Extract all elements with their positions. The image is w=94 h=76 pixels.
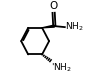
Text: O: O (50, 1, 58, 11)
Text: 'NH$_2$: 'NH$_2$ (51, 61, 72, 74)
Polygon shape (42, 25, 54, 28)
Text: NH$_2$: NH$_2$ (65, 21, 84, 33)
